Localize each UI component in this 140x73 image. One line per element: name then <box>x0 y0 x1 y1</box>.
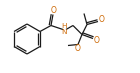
Text: O: O <box>99 15 105 24</box>
Text: O: O <box>94 36 100 45</box>
Text: H
N: H N <box>61 23 67 35</box>
Text: O: O <box>75 44 81 53</box>
Text: O: O <box>51 6 57 15</box>
